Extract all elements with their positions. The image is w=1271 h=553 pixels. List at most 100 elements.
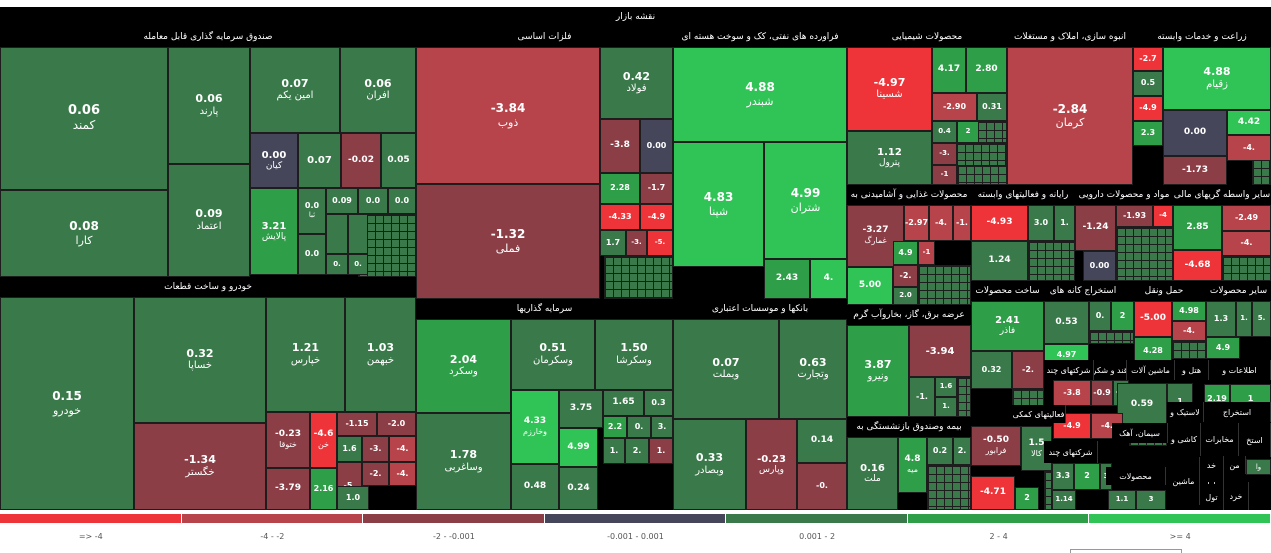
- stock-tile[interactable]: 0.0: [358, 188, 388, 214]
- stock-tile[interactable]: -4.93: [971, 205, 1028, 241]
- stock-tile[interactable]: 2.: [625, 438, 649, 464]
- stock-tile[interactable]: 3.75: [559, 390, 603, 428]
- stock-tile[interactable]: -0.23 وپارس: [746, 419, 797, 510]
- stock-tile[interactable]: 4.42: [1227, 110, 1271, 135]
- stock-tile[interactable]: 4.83 شپنا: [673, 142, 764, 267]
- stock-tile[interactable]: 1.03 خبهمن: [345, 297, 416, 412]
- stock-tile[interactable]: 0.09 اعتماد: [168, 164, 250, 277]
- small-symbols-cluster[interactable]: [957, 165, 1007, 185]
- stock-tile[interactable]: 4.99 شتران: [764, 142, 847, 259]
- stock-tile[interactable]: -2.97: [904, 205, 929, 241]
- stock-tile[interactable]: [326, 214, 348, 254]
- stock-tile[interactable]: -4.: [389, 436, 416, 462]
- stock-tile[interactable]: 0.05: [381, 133, 416, 188]
- stock-tile[interactable]: -3.94: [909, 325, 971, 377]
- stock-tile[interactable]: وا: [1246, 459, 1271, 475]
- stock-tile[interactable]: 0.42 فولاد: [600, 47, 673, 119]
- stock-tile[interactable]: 0.00 کیان: [250, 133, 298, 188]
- stock-tile[interactable]: 2: [1015, 487, 1039, 510]
- stock-tile[interactable]: 0.2: [927, 437, 953, 465]
- stock-tile[interactable]: 3: [1136, 490, 1166, 510]
- stock-tile[interactable]: 0.0 ثبا: [298, 188, 326, 234]
- stock-tile[interactable]: -3.: [626, 230, 647, 256]
- small-symbols-cluster[interactable]: [604, 256, 673, 299]
- legend-selector-box[interactable]: [1070, 549, 1182, 553]
- stock-tile[interactable]: 0.24: [559, 467, 598, 510]
- small-symbols-cluster[interactable]: [957, 377, 971, 417]
- small-symbols-cluster[interactable]: [1222, 256, 1271, 281]
- stock-tile[interactable]: 3.: [651, 416, 673, 438]
- stock-tile[interactable]: 1.6: [935, 377, 957, 397]
- stock-tile[interactable]: 2.28: [600, 173, 640, 204]
- stock-tile[interactable]: 4.88 شبندر: [673, 47, 847, 142]
- stock-tile[interactable]: 0.07 امین یکم: [250, 47, 340, 133]
- stock-tile[interactable]: -1.34 خگستر: [134, 423, 266, 510]
- stock-tile[interactable]: 0.06 کمند: [0, 47, 168, 190]
- stock-tile[interactable]: 0.00: [1083, 251, 1116, 281]
- stock-tile[interactable]: -1.93: [1116, 205, 1153, 227]
- stock-tile[interactable]: 1.12 پترول: [847, 131, 932, 185]
- stock-tile[interactable]: -5.00: [1134, 301, 1172, 337]
- stock-tile[interactable]: 1.: [1236, 301, 1252, 337]
- small-symbols-cluster[interactable]: [927, 465, 971, 510]
- stock-tile[interactable]: -3.84 ذوب: [416, 47, 600, 184]
- stock-tile[interactable]: 0.00: [640, 119, 673, 173]
- stock-tile[interactable]: 0.63 وتجارت: [779, 319, 847, 419]
- stock-tile[interactable]: -1.73: [1163, 156, 1227, 185]
- stock-tile[interactable]: -4.71: [971, 476, 1015, 510]
- stock-tile[interactable]: 0.15 خودرو: [0, 297, 134, 510]
- stock-tile[interactable]: -4.97 شسینا: [847, 47, 932, 131]
- stock-tile[interactable]: -1.32 فملی: [416, 184, 600, 299]
- stock-tile[interactable]: 0.00: [1163, 110, 1227, 156]
- stock-tile[interactable]: 1.6: [337, 436, 362, 462]
- stock-tile[interactable]: 0.06 پارند: [168, 47, 250, 164]
- stock-tile[interactable]: -4.: [1172, 321, 1206, 341]
- stock-tile[interactable]: -4.68: [1173, 250, 1222, 281]
- stock-tile[interactable]: 4.98: [1172, 301, 1206, 321]
- stock-tile[interactable]: -0.50 فرابور: [971, 426, 1021, 466]
- stock-tile[interactable]: 1.: [1054, 205, 1075, 241]
- stock-tile[interactable]: 1.7: [600, 230, 626, 256]
- stock-tile[interactable]: 1.78 وساغربی: [416, 413, 511, 510]
- stock-tile[interactable]: 2.43: [764, 259, 810, 299]
- stock-tile[interactable]: 0.: [1089, 301, 1111, 331]
- stock-tile[interactable]: 0.06 افران: [340, 47, 416, 133]
- stock-tile[interactable]: 2.3: [1133, 121, 1163, 146]
- stock-tile[interactable]: 0.14: [797, 419, 847, 463]
- stock-tile[interactable]: -3.79: [266, 468, 310, 510]
- stock-tile[interactable]: 0.3: [644, 390, 673, 416]
- stock-tile[interactable]: -4.: [1222, 231, 1271, 256]
- stock-tile[interactable]: -0.23 ختوقا: [266, 412, 310, 468]
- stock-tile[interactable]: -3.: [932, 143, 957, 165]
- stock-tile[interactable]: 3.87 ونیرو: [847, 325, 909, 417]
- stock-tile[interactable]: 2.04 وسکرد: [416, 319, 511, 413]
- stock-tile[interactable]: 0.31: [977, 93, 1007, 121]
- stock-tile[interactable]: 0.48: [511, 464, 559, 510]
- stock-tile[interactable]: 0.51 وسکرمان: [511, 319, 595, 390]
- stock-tile[interactable]: -0.9: [1091, 380, 1113, 406]
- stock-tile[interactable]: 0.: [627, 416, 651, 438]
- stock-tile[interactable]: 0.0: [388, 188, 416, 214]
- stock-tile[interactable]: 5.: [1252, 301, 1271, 337]
- stock-tile[interactable]: -4.: [1227, 135, 1271, 161]
- stock-tile[interactable]: -2.0: [377, 412, 416, 436]
- stock-tile[interactable]: 2: [1074, 463, 1100, 490]
- stock-tile[interactable]: -2.49: [1222, 205, 1271, 231]
- stock-tile[interactable]: -2.90: [932, 93, 977, 121]
- stock-tile[interactable]: 1.: [935, 397, 957, 417]
- stock-tile[interactable]: 2.: [953, 437, 971, 465]
- stock-tile[interactable]: 0.33 وبصادر: [673, 419, 746, 510]
- stock-tile[interactable]: -1.24: [1075, 205, 1116, 251]
- small-symbols-cluster[interactable]: [1116, 227, 1173, 281]
- stock-tile[interactable]: -3.27 غمارگ: [847, 205, 904, 267]
- stock-tile[interactable]: 1.0: [337, 486, 369, 510]
- stock-tile[interactable]: -3.: [362, 436, 389, 462]
- stock-tile[interactable]: -4.: [389, 462, 416, 486]
- small-symbols-cluster[interactable]: [1172, 341, 1206, 359]
- stock-tile[interactable]: 4.17: [932, 47, 966, 93]
- stock-tile[interactable]: 4.33 وخارزم: [511, 390, 559, 464]
- stock-tile[interactable]: 1.: [603, 438, 625, 464]
- stock-tile[interactable]: 0.5: [1133, 71, 1163, 96]
- stock-tile[interactable]: -2.: [362, 462, 389, 486]
- stock-tile[interactable]: -4: [1153, 205, 1173, 227]
